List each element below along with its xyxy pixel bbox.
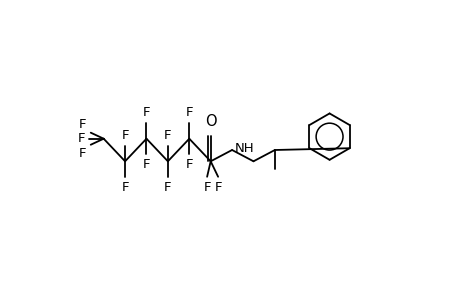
Text: NH: NH: [234, 142, 253, 155]
Text: F: F: [79, 147, 86, 160]
Text: F: F: [185, 106, 193, 119]
Text: F: F: [142, 158, 150, 171]
Text: F: F: [203, 181, 210, 194]
Text: F: F: [214, 181, 221, 194]
Text: F: F: [164, 129, 171, 142]
Text: F: F: [164, 181, 171, 194]
Text: F: F: [121, 181, 129, 194]
Text: F: F: [121, 129, 129, 142]
Text: F: F: [77, 132, 85, 145]
Text: O: O: [204, 115, 216, 130]
Text: F: F: [142, 106, 150, 119]
Text: F: F: [79, 118, 86, 131]
Text: F: F: [185, 158, 193, 171]
